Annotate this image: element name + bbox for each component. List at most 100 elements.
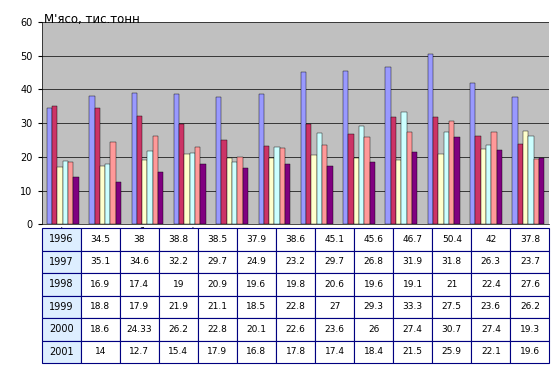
Text: 18.8: 18.8: [90, 303, 110, 311]
Text: 26.3: 26.3: [481, 257, 501, 266]
Text: 19.6: 19.6: [520, 347, 540, 356]
Bar: [153, 136, 158, 224]
Bar: [132, 93, 137, 224]
Text: 38.8: 38.8: [168, 235, 188, 244]
Bar: [63, 161, 68, 224]
Text: 12.7: 12.7: [129, 347, 149, 356]
Text: 20.9: 20.9: [208, 280, 228, 289]
Bar: [412, 152, 417, 224]
Text: 23.7: 23.7: [520, 257, 540, 266]
Bar: [89, 96, 94, 224]
Bar: [349, 134, 354, 224]
Bar: [216, 96, 221, 224]
Text: 1999: 1999: [49, 302, 73, 312]
Text: 21.5: 21.5: [403, 347, 423, 356]
Bar: [221, 141, 227, 224]
Bar: [317, 133, 322, 224]
Bar: [227, 158, 232, 224]
Text: 34.6: 34.6: [129, 257, 149, 266]
Bar: [200, 164, 205, 224]
Bar: [486, 145, 491, 224]
Bar: [306, 124, 311, 224]
Bar: [190, 153, 195, 224]
Bar: [386, 67, 391, 224]
Text: 21: 21: [446, 280, 457, 289]
Text: 26: 26: [368, 325, 380, 334]
Bar: [100, 166, 105, 224]
Text: 21.1: 21.1: [208, 303, 228, 311]
Bar: [327, 166, 332, 224]
Bar: [359, 126, 364, 224]
Text: 26.2: 26.2: [168, 325, 188, 334]
Bar: [158, 173, 163, 224]
Text: 17.4: 17.4: [129, 280, 149, 289]
Text: 35.1: 35.1: [90, 257, 110, 266]
Bar: [528, 136, 533, 224]
Bar: [280, 148, 285, 224]
Bar: [264, 146, 269, 224]
Text: 22.4: 22.4: [481, 280, 501, 289]
Text: 16.9: 16.9: [90, 280, 110, 289]
Bar: [438, 154, 443, 224]
Text: 2001: 2001: [49, 347, 73, 357]
Bar: [58, 168, 63, 224]
Bar: [110, 142, 115, 224]
Bar: [481, 149, 486, 224]
Bar: [184, 154, 190, 224]
Text: 1997: 1997: [49, 257, 73, 267]
Text: 37.8: 37.8: [520, 235, 540, 244]
Text: 2000: 2000: [49, 324, 73, 334]
Bar: [370, 162, 375, 224]
Text: 27.4: 27.4: [403, 325, 423, 334]
Text: 1996: 1996: [49, 234, 73, 245]
Bar: [285, 164, 290, 224]
Text: 30.7: 30.7: [442, 325, 462, 334]
Text: 29.7: 29.7: [208, 257, 228, 266]
Bar: [238, 157, 243, 224]
Text: 18.5: 18.5: [246, 303, 266, 311]
Text: 27.6: 27.6: [520, 280, 540, 289]
Bar: [433, 117, 438, 224]
Text: 37.9: 37.9: [246, 235, 266, 244]
Bar: [94, 108, 100, 224]
Bar: [476, 136, 481, 224]
Bar: [364, 137, 370, 224]
Text: 22.8: 22.8: [208, 325, 228, 334]
Text: 32.2: 32.2: [168, 257, 188, 266]
Text: 42: 42: [485, 235, 497, 244]
Text: 17.9: 17.9: [129, 303, 149, 311]
Text: 22.1: 22.1: [481, 347, 501, 356]
Bar: [52, 106, 58, 224]
Bar: [391, 117, 396, 224]
Bar: [137, 116, 142, 224]
Bar: [454, 137, 460, 224]
Bar: [449, 121, 454, 224]
Text: 24.33: 24.33: [127, 325, 152, 334]
Bar: [401, 112, 407, 224]
Text: 21.9: 21.9: [168, 303, 188, 311]
Text: М'ясо, тис.тонн: М'ясо, тис.тонн: [44, 13, 140, 26]
Bar: [539, 158, 544, 224]
Text: 31.9: 31.9: [403, 257, 423, 266]
Text: 38.6: 38.6: [285, 235, 306, 244]
Text: 1998: 1998: [49, 279, 73, 289]
Bar: [407, 132, 412, 224]
Text: 23.6: 23.6: [481, 303, 501, 311]
Text: 16.8: 16.8: [246, 347, 266, 356]
Bar: [518, 145, 523, 224]
Bar: [274, 147, 280, 224]
Text: 26.8: 26.8: [364, 257, 384, 266]
Text: 45.1: 45.1: [325, 235, 345, 244]
Bar: [142, 160, 148, 224]
Bar: [105, 164, 110, 224]
Bar: [512, 97, 518, 224]
Bar: [491, 132, 497, 224]
Text: 34.5: 34.5: [90, 235, 110, 244]
Text: 24.9: 24.9: [246, 257, 266, 266]
Text: 19.3: 19.3: [520, 325, 540, 334]
Text: 33.3: 33.3: [403, 303, 423, 311]
Text: 31.8: 31.8: [442, 257, 462, 266]
Text: 19.6: 19.6: [364, 280, 384, 289]
Text: 46.7: 46.7: [403, 235, 423, 244]
Bar: [443, 132, 449, 224]
